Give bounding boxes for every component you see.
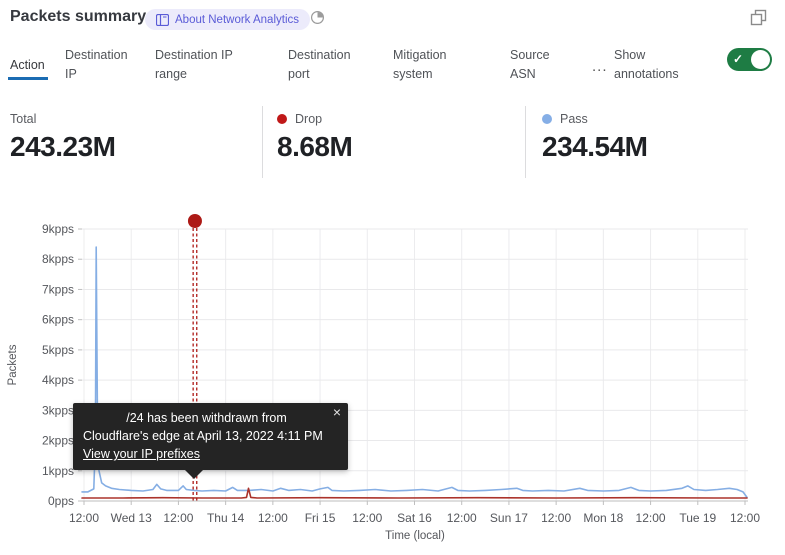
tab-mitigation-system[interactable]: Mitigation system xyxy=(393,48,447,81)
about-network-analytics-badge[interactable]: About Network Analytics xyxy=(145,9,311,30)
y-tick-label: 2kpps xyxy=(42,434,74,448)
book-icon xyxy=(156,13,169,26)
show-annotations-toggle[interactable]: ✓ xyxy=(727,48,772,71)
series-drop-line xyxy=(81,487,748,499)
stat-pass: Pass 234.54M xyxy=(542,104,648,182)
stat-total: Total 243.23M xyxy=(10,104,116,182)
stat-label: Drop xyxy=(295,112,323,126)
y-tick-label: 3kpps xyxy=(42,403,74,417)
tab-action[interactable]: Action xyxy=(8,56,48,80)
y-tick-label: 0pps xyxy=(48,494,74,508)
tooltip-line1: /24 has been withdrawn from xyxy=(126,411,287,425)
annotation-tooltip: × /24 has been withdrawn from Cloudflare… xyxy=(73,403,348,479)
x-tick-label: Thu 14 xyxy=(207,511,245,525)
tab-destination-ip-range[interactable]: Destination IP range xyxy=(155,48,233,81)
y-tick-label: 6kpps xyxy=(42,313,74,327)
y-tick-label: 7kpps xyxy=(42,282,74,296)
check-icon: ✓ xyxy=(733,52,744,66)
pass-legend-dot xyxy=(542,114,552,124)
y-axis-title: Packets xyxy=(7,344,19,385)
x-tick-label: Wed 13 xyxy=(111,511,152,525)
x-tick-label: 12:00 xyxy=(69,511,99,525)
show-annotations-label: Show annotations xyxy=(614,48,679,81)
close-icon[interactable]: × xyxy=(332,404,341,420)
stat-value: 8.68M xyxy=(277,131,353,162)
stat-value: 243.23M xyxy=(10,131,116,162)
stat-drop: Drop 8.68M xyxy=(277,104,353,182)
y-tick-label: 5kpps xyxy=(42,343,74,357)
expand-icon[interactable] xyxy=(750,9,767,26)
x-tick-label: Tue 19 xyxy=(679,511,716,525)
stat-value: 234.54M xyxy=(542,131,648,162)
view-ip-prefixes-link[interactable]: View your IP prefixes xyxy=(83,447,200,461)
x-tick-label: 12:00 xyxy=(636,511,666,525)
toggle-knob xyxy=(751,50,770,69)
x-tick-label: 12:00 xyxy=(258,511,288,525)
x-tick-label: 12:00 xyxy=(352,511,382,525)
stat-divider xyxy=(262,106,263,178)
x-tick-label: Mon 18 xyxy=(583,511,623,525)
x-tick-label: 12:00 xyxy=(163,511,193,525)
x-tick-label: 12:00 xyxy=(730,511,760,525)
page-title: Packets summary xyxy=(10,8,147,25)
x-tick-label: 12:00 xyxy=(541,511,571,525)
tab-destination-ip[interactable]: Destination IP xyxy=(65,48,128,81)
x-tick-label: Sat 16 xyxy=(397,511,432,525)
more-tabs-button[interactable]: ... xyxy=(592,58,608,75)
packets-chart[interactable]: 12:00 Wed 13 12:00 Thu 14 12:00 Fri 15 12:00 Sa… xyxy=(0,210,785,555)
tooltip-line2: Cloudflare's edge at April 13, 2022 4:11… xyxy=(83,429,323,443)
tooltip-pointer xyxy=(184,469,204,479)
y-tick-label: 9kpps xyxy=(42,222,74,236)
x-tick-label: 12:00 xyxy=(447,511,477,525)
stat-divider xyxy=(525,106,526,178)
drop-legend-dot xyxy=(277,114,287,124)
y-tick-label: 4kpps xyxy=(42,373,74,387)
tab-destination-port[interactable]: Destination port xyxy=(288,48,351,81)
y-tick-label: 1kpps xyxy=(42,464,74,478)
stat-label: Total xyxy=(10,112,37,126)
stat-label: Pass xyxy=(560,112,588,126)
x-axis-title: Time (local) xyxy=(385,530,445,542)
timer-icon[interactable] xyxy=(310,10,325,25)
y-tick-label: 8kpps xyxy=(42,252,74,266)
x-tick-label: Sun 17 xyxy=(490,511,528,525)
annotation-marker-dot[interactable] xyxy=(187,214,202,228)
tab-source-asn[interactable]: Source ASN xyxy=(510,48,550,81)
badge-label: About Network Analytics xyxy=(175,13,300,26)
series-pass-line xyxy=(81,246,748,499)
x-tick-label: Fri 15 xyxy=(305,511,336,525)
